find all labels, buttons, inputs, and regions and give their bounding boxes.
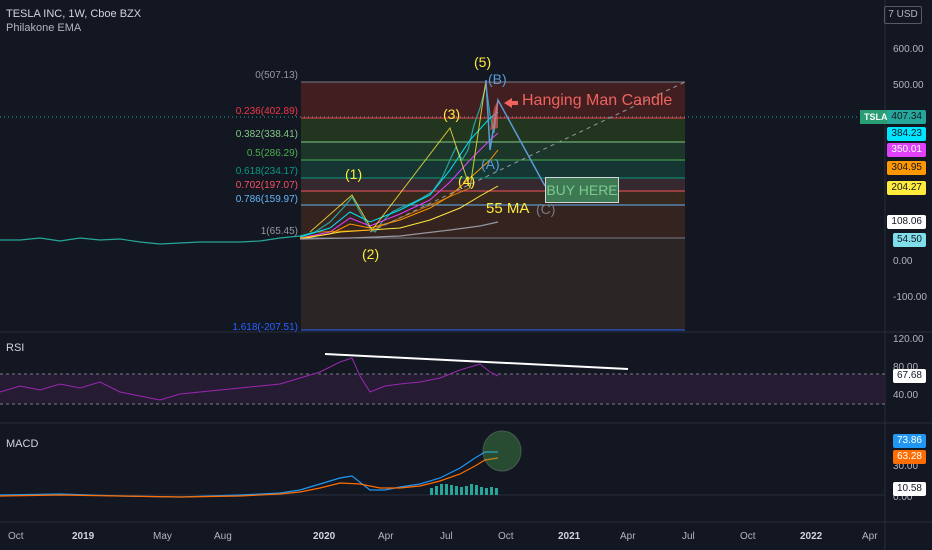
indicator-name[interactable]: Philakone EMA (6, 22, 82, 34)
wave-label: (3) (443, 106, 461, 122)
ma-badge: 108.06 (887, 215, 926, 229)
price-tick: 500.00 (893, 80, 924, 91)
price-tick: 600.00 (893, 44, 924, 55)
time-tick: 2022 (800, 531, 823, 542)
rsi-pane[interactable] (0, 353, 885, 405)
wave-label: (2) (362, 246, 380, 262)
time-tick: 2019 (72, 531, 95, 542)
time-tick: Apr (862, 531, 878, 542)
time-tick: Jul (440, 531, 453, 542)
macd-pane[interactable] (0, 430, 885, 498)
ma-annotation[interactable]: 55 MA (486, 200, 530, 217)
time-tick: 2021 (558, 531, 581, 542)
wave-label: (5) (474, 54, 492, 70)
ema-badge: 204.27 (887, 181, 926, 195)
time-tick: Apr (378, 531, 394, 542)
fib-label: 1.618(-207.51) (232, 322, 298, 333)
time-tick: 2020 (313, 531, 336, 542)
currency-selector[interactable]: 7 USD (884, 6, 922, 24)
price-tick: 0.00 (893, 256, 913, 267)
price-tick: -100.00 (893, 292, 927, 303)
time-tick: Jul (682, 531, 695, 542)
rsi-badge: 67.68 (892, 369, 926, 383)
wave-label: (C) (536, 201, 556, 217)
macd-tick: 0.00 (893, 492, 913, 503)
time-tick: Oct (8, 531, 24, 542)
time-tick: Apr (620, 531, 636, 542)
wave-lines[interactable] (309, 79, 686, 233)
symbol-title[interactable]: TESLA INC, 1W, Cboe BZX (6, 8, 142, 20)
time-tick: Oct (740, 531, 756, 542)
time-tick: Aug (214, 531, 232, 542)
price-series[interactable] (0, 84, 499, 245)
fib-label: 0.786(159.97) (235, 194, 298, 205)
time-tick: May (153, 531, 172, 542)
ema-badge: 350.01 (887, 143, 926, 157)
rsi-tick: 80.00 (893, 362, 919, 373)
wave-label: (4) (458, 173, 476, 189)
ticker-tag[interactable]: TSLA (860, 110, 892, 124)
fib-label: 0.236(402.89) (235, 106, 298, 117)
rsi-title[interactable]: RSI (6, 342, 25, 354)
macd-highlight[interactable] (482, 430, 522, 472)
macd-title[interactable]: MACD (6, 438, 39, 450)
macd-badge: 73.86 (892, 434, 926, 448)
wave-label: (A) (481, 156, 500, 172)
ema-badge: 384.23 (887, 127, 926, 141)
hanging-man-arrow (504, 98, 518, 108)
fib-label: 0.382(338.41) (235, 129, 298, 140)
rsi-tick: 40.00 (893, 390, 919, 401)
fib-label: 0.618(234.17) (235, 166, 298, 177)
ema-badge: 304.95 (887, 161, 926, 175)
hanging-man-annotation[interactable]: Hanging Man Candle (522, 92, 673, 109)
fib-retracement[interactable] (301, 81, 685, 331)
ema-lines[interactable] (299, 111, 499, 240)
wave-label: (1) (345, 166, 363, 182)
signal-badge: 63.28 (892, 450, 926, 464)
wave-label: (B) (488, 71, 507, 87)
last-price-badge: 407.34 (887, 110, 926, 124)
fib-label: 0.5(286.29) (246, 148, 298, 159)
rsi-divergence-line[interactable] (324, 353, 629, 370)
buy-here-annotation[interactable]: BUY HERE (545, 177, 619, 203)
time-tick: Oct (498, 531, 514, 542)
fib-label: 0(507.13) (255, 70, 298, 81)
fib-label: 1(65.45) (260, 226, 298, 237)
fib-label: 0.702(197.07) (235, 180, 298, 191)
ma-badge: 54.50 (892, 233, 926, 247)
macd-tick: 30.00 (893, 461, 919, 472)
rsi-tick: 120.00 (893, 334, 924, 345)
histogram-badge: 10.58 (892, 482, 926, 496)
